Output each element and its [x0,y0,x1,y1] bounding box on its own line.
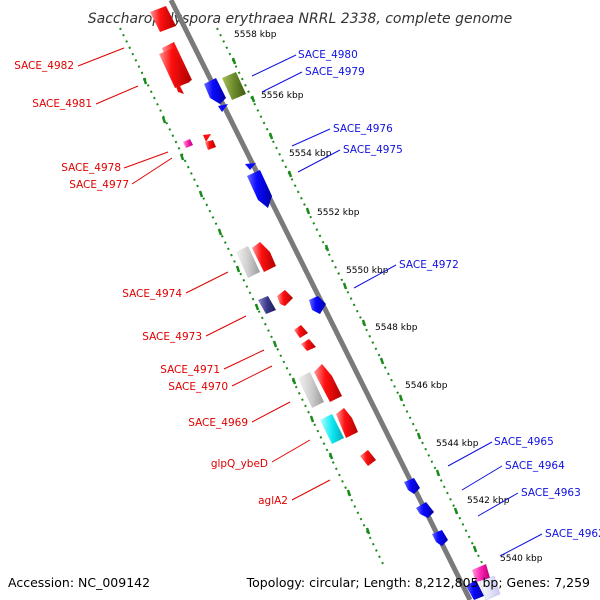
gene-label[interactable]: SACE_4971 [160,364,220,376]
gene-label[interactable]: SACE_4976 [333,123,393,135]
map-title: Saccharopolyspora erythraea NRRL 2338, c… [88,11,513,27]
tick-tracks [119,27,489,576]
gene-arrow[interactable] [222,72,246,100]
gene-label[interactable]: SACE_4969 [188,417,248,429]
gene-arrow[interactable] [298,372,324,408]
gene-label[interactable]: SACE_4980 [298,49,358,61]
gene-arrow[interactable] [432,530,448,546]
gene-arrow[interactable] [204,78,226,104]
kbp-label: 5556 kbp [261,91,304,101]
gene-arrow[interactable] [159,48,190,88]
gene-arrow[interactable] [218,104,228,112]
gene-arrow[interactable] [277,290,293,306]
kbp-label: 5552 kbp [317,208,360,218]
gene-label[interactable]: SACE_4970 [168,381,228,393]
left-leaders [77,47,331,501]
gene-label[interactable]: aglA2 [258,495,288,507]
accession-text: Accession: NC_009142 [8,575,150,590]
gene-arrow[interactable] [301,339,316,351]
minus-strand-genes [150,6,490,582]
kbp-label: 5550 kbp [346,266,389,276]
gene-label[interactable]: SACE_4962 [545,528,600,540]
right-leaders [251,54,543,557]
gene-label[interactable]: SACE_4965 [494,436,554,448]
gene-arrow[interactable] [183,139,193,148]
gene-arrow[interactable] [404,478,420,494]
gene-label[interactable]: SACE_4977 [69,179,129,191]
gene-arrow[interactable] [203,134,211,142]
gene-arrow[interactable] [472,564,490,582]
gene-arrow[interactable] [314,364,342,402]
gene-arrow[interactable] [320,414,344,444]
major-ticks [142,57,478,553]
gene-label[interactable]: SACE_4963 [521,487,581,499]
gene-arrow[interactable] [336,408,358,438]
gene-arrow[interactable] [294,325,308,338]
gene-label[interactable]: SACE_4982 [14,60,74,72]
kbp-label: 5546 kbp [405,381,448,391]
kbp-label: 5558 kbp [234,30,277,40]
right-labels: SACE_4980 SACE_4979 SACE_4976 SACE_4975 … [298,49,600,540]
gene-label[interactable]: SACE_4975 [343,144,403,156]
gene-arrow[interactable] [245,163,256,170]
gene-label[interactable]: SACE_4979 [305,66,365,78]
gene-arrow[interactable] [205,140,216,150]
gene-arrow[interactable] [150,6,176,32]
kbp-label: 5542 kbp [467,496,510,506]
gene-label[interactable]: SACE_4974 [122,288,182,300]
gene-arrow[interactable] [479,575,501,600]
left-labels: SACE_4982 SACE_4981 SACE_4978 SACE_4977 … [14,60,288,507]
gene-arrow[interactable] [360,450,376,466]
kbp-label: 5554 kbp [289,149,332,159]
gene-arrow[interactable] [466,580,484,600]
gene-arrow[interactable] [236,246,260,278]
gene-label[interactable]: SACE_4972 [399,259,459,271]
kbp-label: 5544 kbp [436,439,479,449]
gene-label[interactable]: SACE_4981 [32,98,92,110]
gene-arrow[interactable] [416,502,434,518]
gene-arrow[interactable] [309,296,326,314]
gene-label[interactable]: glpQ_ybeD [211,458,268,470]
kbp-label: 5548 kbp [375,323,418,333]
gene-arrow[interactable] [258,296,276,314]
gene-label[interactable]: SACE_4973 [142,331,202,343]
kbp-labels: 5558 kbp 5556 kbp 5554 kbp 5552 kbp 5550… [234,30,543,564]
plus-strand-genes [204,72,501,600]
genome-summary-text: Topology: circular; Length: 8,212,805 bp… [246,575,590,590]
gene-arrow[interactable] [252,242,276,272]
gene-arrow[interactable] [247,170,272,208]
gene-label[interactable]: SACE_4978 [61,162,121,174]
gene-label[interactable]: SACE_4964 [505,460,565,472]
kbp-label: 5540 kbp [500,554,543,564]
